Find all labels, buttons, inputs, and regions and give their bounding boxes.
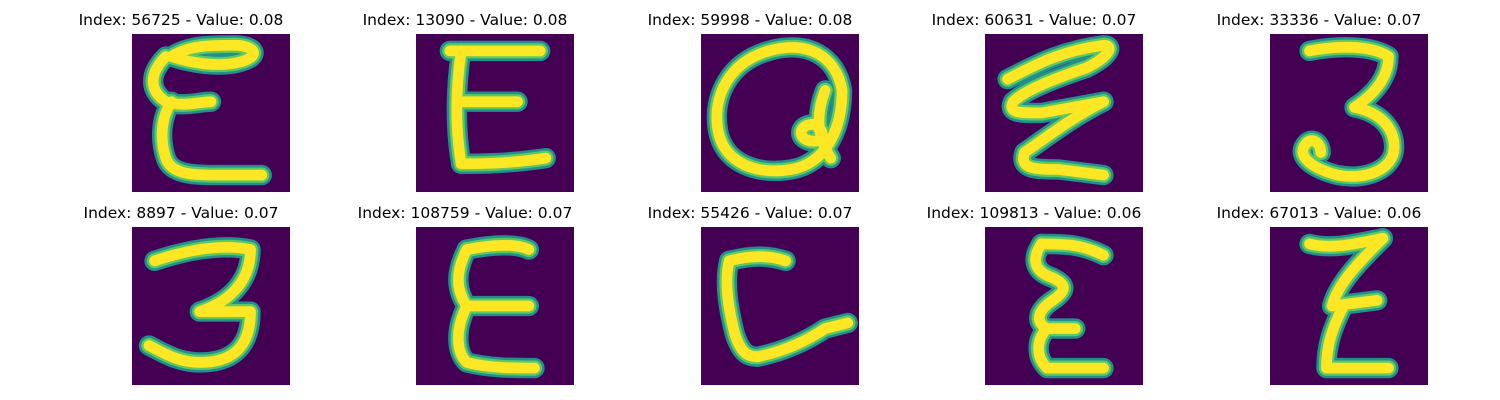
- panel-title: Index: 108759 - Value: 0.07: [357, 204, 573, 222]
- glyph-stroke-inner: [461, 239, 535, 255]
- glyph-stroke-inner: [143, 306, 256, 368]
- sample-panel: Index: 8897 - Value: 0.07: [31, 193, 331, 386]
- character-image: [701, 227, 859, 385]
- glyph-stroke-inner: [1018, 96, 1109, 181]
- sample-panel: Index: 108759 - Value: 0.07: [315, 193, 615, 386]
- sample-panel: Index: 33336 - Value: 0.07: [1169, 0, 1469, 193]
- character-image: [1270, 34, 1428, 192]
- panel-title: Index: 56725 - Value: 0.08: [78, 11, 284, 29]
- glyph-stroke-inner: [1304, 41, 1394, 62]
- panel-title: Index: 67013 - Value: 0.06: [1216, 204, 1422, 222]
- glyph-stroke-inner: [723, 251, 792, 267]
- glyph-stroke-inner: [452, 300, 540, 374]
- sample-panel: Index: 60631 - Value: 0.07: [884, 0, 1184, 193]
- character-image: [416, 34, 574, 192]
- panel-title: Index: 8897 - Value: 0.07: [83, 204, 279, 222]
- glyph-stroke-inner: [149, 242, 256, 267]
- panel-title: Index: 59998 - Value: 0.08: [647, 11, 853, 29]
- glyph-stroke-inner: [1297, 101, 1400, 182]
- panel-title: Index: 33336 - Value: 0.07: [1216, 11, 1422, 29]
- character-image: [985, 34, 1143, 192]
- sample-panel: Index: 55426 - Value: 0.07: [600, 193, 900, 386]
- character-image: [132, 34, 290, 192]
- glyph-stroke-inner: [455, 152, 552, 170]
- character-image: [985, 227, 1143, 385]
- panel-title: Index: 109813 - Value: 0.06: [926, 204, 1142, 222]
- glyph-stroke-inner: [166, 39, 259, 70]
- glyph-stroke-inner: [194, 244, 256, 318]
- sample-panel: Index: 109813 - Value: 0.06: [884, 193, 1184, 386]
- sample-panel: Index: 67013 - Value: 0.06: [1169, 193, 1469, 386]
- panel-title: Index: 13090 - Value: 0.08: [362, 11, 568, 29]
- sample-panel: Index: 13090 - Value: 0.08: [315, 0, 615, 193]
- sample-panel: Index: 59998 - Value: 0.08: [600, 0, 900, 193]
- character-image: [1270, 227, 1428, 385]
- glyph-stroke-inner: [1036, 238, 1109, 261]
- glyph-stroke-inner: [1002, 39, 1115, 85]
- glyph-stroke-inner: [156, 96, 268, 181]
- glyph-stroke-inner: [711, 42, 848, 177]
- sample-panel: Index: 56725 - Value: 0.08: [31, 0, 331, 193]
- glyph-stroke-inner: [1326, 232, 1389, 312]
- panel-title: Index: 55426 - Value: 0.07: [647, 204, 853, 222]
- character-image: [132, 227, 290, 385]
- glyph-stroke-inner: [451, 45, 467, 170]
- glyph-stroke-inner: [795, 118, 828, 147]
- glyph-stroke-inner: [752, 317, 854, 363]
- glyph-stroke-inner: [1030, 238, 1069, 306]
- glyph-stroke-inner: [1321, 300, 1394, 374]
- character-image: [416, 227, 574, 385]
- character-image: [701, 34, 859, 192]
- glyph-stroke-inner: [1006, 62, 1109, 119]
- panel-title: Index: 60631 - Value: 0.07: [931, 11, 1137, 29]
- glyph-stroke-inner: [721, 255, 763, 363]
- glyph-stroke-inner: [1033, 323, 1109, 374]
